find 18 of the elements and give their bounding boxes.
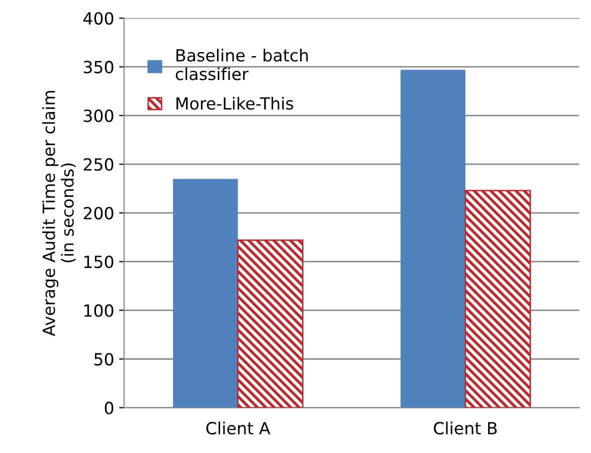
bar — [173, 178, 238, 408]
y-tick-label: 100 — [84, 304, 114, 317]
y-tick-label: 400 — [83, 12, 114, 25]
bar — [400, 70, 466, 408]
legend-label: Baseline - batch classifier — [176, 48, 308, 80]
y-tick-label: 150 — [84, 256, 114, 268]
x-tick-label: Client A — [206, 422, 270, 434]
y-tick-label: 200 — [84, 206, 114, 220]
bar — [237, 239, 304, 408]
x-tick-label: Client B — [434, 422, 497, 434]
legend-label: More-Like-This — [176, 96, 294, 110]
y-tick-label: 0 — [104, 402, 114, 414]
y-tick-label: 300 — [84, 109, 114, 122]
y-tick-label: 350 — [84, 60, 114, 74]
bar — [464, 190, 531, 408]
y-axis-title: Average Audit Time per claim (in seconds) — [42, 90, 76, 336]
y-tick-label: 250 — [84, 158, 114, 171]
y-tick-label: 50 — [94, 352, 114, 366]
